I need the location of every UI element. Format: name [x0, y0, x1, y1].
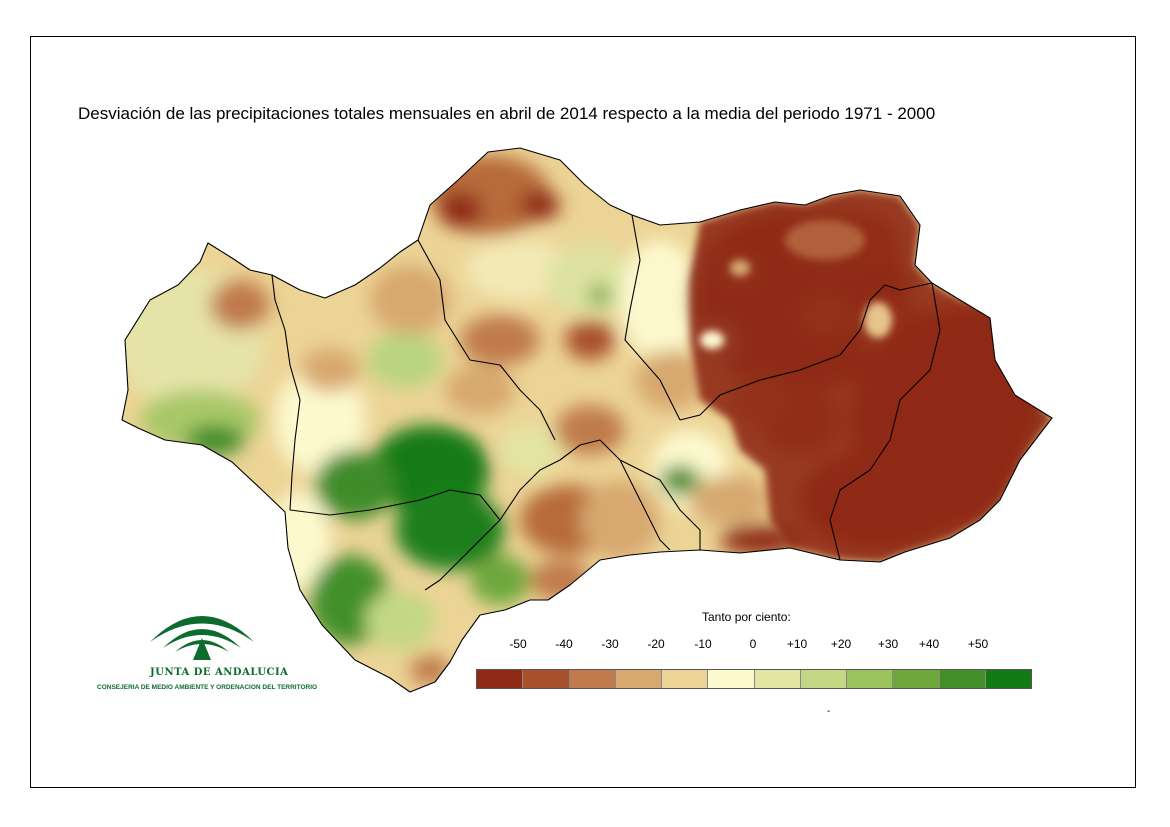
legend-tick-label: +10 [786, 637, 808, 651]
legend-swatch [893, 670, 940, 688]
legend-tick-label: +50 [967, 637, 989, 651]
legend-tick-label: +30 [877, 637, 899, 651]
legend-swatch [985, 670, 1031, 688]
legend-swatch [847, 670, 894, 688]
legend-tick-label: 0 [749, 637, 757, 651]
legend-swatch [477, 670, 524, 688]
legend-swatch [569, 670, 616, 688]
legend-swatch [615, 670, 662, 688]
legend-swatch [662, 670, 709, 688]
legend-tick-label: -40 [555, 637, 573, 651]
legend-swatch [708, 670, 755, 688]
junta-andalucia-logo-icon [150, 616, 254, 660]
legend-swatch [523, 670, 570, 688]
logo-subtitle: CONSEJERIA DE MEDIO AMBIENTE Y ORDENACIO… [97, 684, 318, 691]
legend-tick-label: -50 [509, 637, 527, 651]
legend-swatch [800, 670, 847, 688]
map-frame [30, 36, 1136, 788]
legend-swatch [754, 670, 801, 688]
legend-tick-label: -10 [694, 637, 712, 651]
legend-swatch [939, 670, 986, 688]
legend-color-bar [476, 669, 1032, 689]
legend-tick-label: +20 [830, 637, 852, 651]
logo-name: JUNTA DE ANDALUCIA [150, 667, 289, 678]
legend-footnote: - [827, 706, 831, 717]
map-title: Desviación de las precipitaciones totale… [78, 104, 936, 123]
legend-tick-label: -30 [601, 637, 619, 651]
legend-title: Tanto por ciento: [702, 610, 791, 624]
legend-tick-label: +40 [918, 637, 940, 651]
legend-tick-label: -20 [647, 637, 665, 651]
